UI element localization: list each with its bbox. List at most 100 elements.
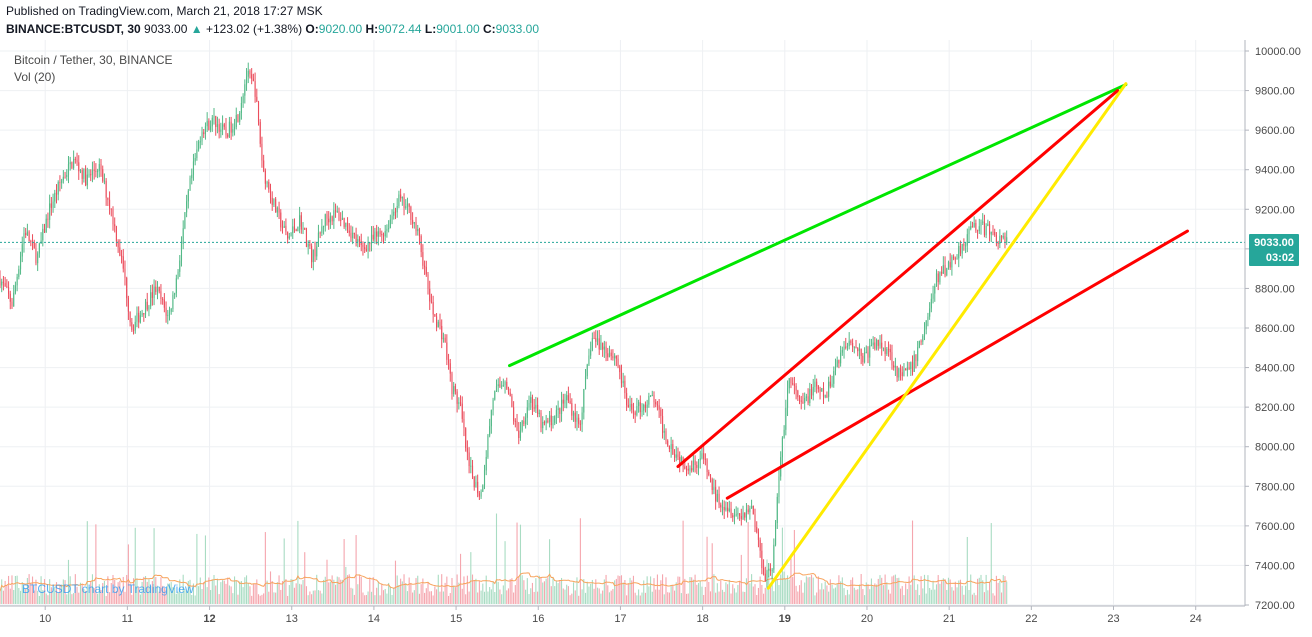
candle-body	[673, 454, 676, 458]
candle-body	[100, 164, 102, 170]
volume-bar	[882, 585, 884, 604]
red-trendline[interactable]	[676, 89, 1120, 468]
candle-body	[727, 507, 729, 512]
volume-bar	[911, 520, 914, 604]
volume-bar	[211, 579, 213, 604]
candle-body	[648, 395, 650, 405]
volume-bar	[870, 578, 872, 604]
candle-body	[408, 203, 410, 207]
candle-body	[590, 350, 592, 356]
volume-bar	[521, 575, 523, 604]
candle-body	[531, 397, 534, 408]
symbol-label: BINANCE:BTCUSDT, 30	[6, 22, 141, 36]
candle-body	[85, 168, 87, 186]
candle-body	[358, 239, 361, 242]
time-tick-label: 19	[779, 613, 791, 625]
candle-body	[153, 286, 155, 298]
candle-body	[393, 211, 395, 216]
candle-body	[975, 223, 977, 231]
volume-bar	[751, 574, 753, 604]
volume-bar	[420, 584, 422, 604]
volume-bar	[49, 579, 51, 604]
volume-bar	[97, 593, 99, 604]
candle-body	[410, 206, 412, 220]
volume-bar	[858, 584, 861, 604]
volume-bar	[287, 595, 289, 604]
candle-body	[994, 231, 996, 235]
volume-bar	[415, 578, 417, 604]
volume-bar	[901, 586, 903, 604]
volume-bar	[422, 578, 424, 604]
candle-body	[389, 219, 391, 229]
volume-bar	[203, 582, 205, 604]
candle-body	[343, 217, 345, 227]
candle-body	[19, 256, 22, 270]
candle-body	[953, 256, 955, 259]
candle-body	[699, 458, 701, 461]
volume-bar	[346, 575, 349, 604]
candle-body	[340, 219, 342, 221]
candle-body	[514, 420, 516, 422]
candle-body	[939, 271, 941, 283]
volume-bar	[252, 583, 254, 604]
volume-bar	[721, 589, 724, 604]
candle-body	[927, 316, 929, 321]
time-tick-label: 21	[943, 613, 955, 625]
candle-body	[415, 222, 417, 232]
candle-body	[615, 355, 617, 359]
candle-body	[155, 286, 157, 292]
volume-bar	[862, 589, 864, 604]
volume-bar	[973, 592, 975, 604]
candle-body	[658, 405, 660, 410]
candle-body	[305, 229, 308, 247]
candle-body	[920, 341, 922, 343]
candle-body	[194, 158, 196, 162]
candle-body	[429, 288, 431, 302]
candle-body	[271, 197, 273, 205]
candle-body	[317, 232, 319, 247]
volume-bar	[143, 576, 145, 604]
volume-bar	[891, 576, 893, 604]
red-trendline[interactable]	[725, 229, 1189, 500]
volume-bar	[141, 581, 143, 604]
candle-body	[237, 115, 239, 122]
volume-bar	[970, 574, 972, 604]
trendlines[interactable]	[508, 82, 1189, 590]
price-chart[interactable]: 10000.009800.009600.009400.009200.009000…	[0, 40, 1312, 637]
candle-body	[288, 236, 290, 239]
volume-bar	[216, 578, 218, 604]
volume-bar	[8, 575, 10, 604]
volume-bar	[482, 583, 484, 604]
volume-bar	[564, 589, 566, 604]
volume-bar	[588, 586, 590, 604]
green-trendline[interactable]	[508, 83, 1128, 368]
volume-bar	[102, 583, 104, 604]
candle-body	[870, 345, 872, 347]
volume-bar	[557, 583, 559, 604]
volume-bar	[451, 577, 453, 604]
volume-bar	[302, 580, 304, 604]
volume-bar	[596, 587, 599, 604]
time-axis[interactable]: 10 11 12 13 14 15 16 17 18 19 20 21 22 23 24	[39, 606, 1202, 625]
volume-bar	[311, 594, 313, 604]
candle-body	[687, 468, 689, 471]
volume-bar	[629, 577, 631, 604]
candle-body	[795, 385, 797, 391]
candle-body	[966, 234, 968, 246]
candle-body	[57, 182, 59, 195]
volume-bar	[470, 552, 472, 604]
volume-bar	[992, 593, 994, 604]
candle-body	[141, 312, 143, 316]
yellow-trendline[interactable]	[766, 82, 1128, 590]
candle-body	[73, 158, 75, 169]
volume-bar	[434, 586, 436, 604]
candle-body	[43, 228, 46, 233]
volume-bar	[220, 582, 222, 604]
candle-body	[893, 365, 895, 368]
volume-bar	[352, 588, 354, 604]
volume-bar	[321, 593, 323, 604]
candle-body	[78, 162, 80, 172]
volume-bar	[798, 585, 801, 604]
price-axis[interactable]: 10000.009800.009600.009400.009200.009000…	[1245, 46, 1301, 612]
volume-bar	[749, 583, 751, 604]
